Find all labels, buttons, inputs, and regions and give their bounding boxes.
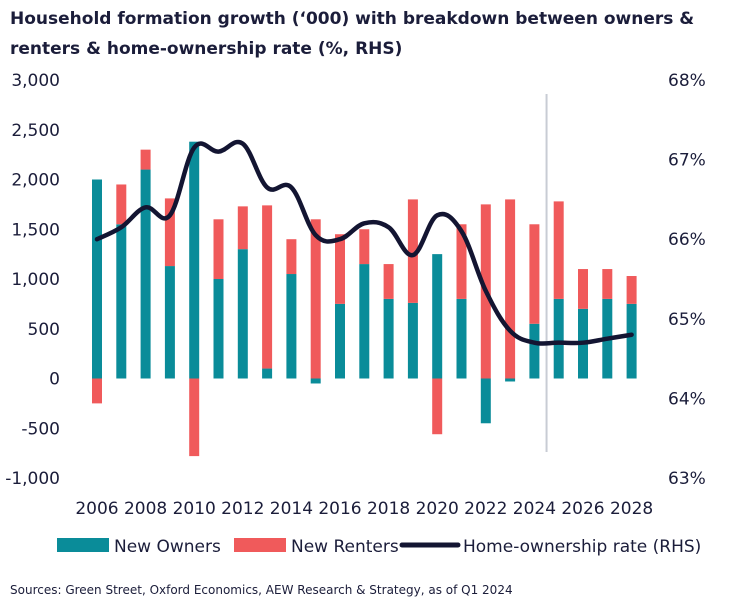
bar-owners-2021 (456, 298, 467, 379)
x-axis-tick-label: 2006 (75, 499, 118, 519)
bar-renters-2014 (286, 239, 297, 275)
bar-renters-2026 (578, 269, 588, 309)
bar-renters-2017 (359, 229, 370, 265)
legend-swatch-renters (234, 538, 286, 552)
bar-renters-2023 (505, 199, 516, 379)
x-axis-tick-label: 2020 (416, 499, 459, 519)
bar-renters-2007 (116, 184, 127, 225)
bar-renters-2027 (602, 269, 613, 299)
bar-owners-2013 (262, 368, 273, 379)
bar-owners-2024 (529, 323, 540, 379)
x-axis-tick-label: 2012 (221, 499, 264, 519)
bar-renters-2020 (432, 378, 443, 435)
left-axis-tick-label: 2,000 (11, 171, 60, 191)
left-axis-tick-label: 2,500 (11, 121, 60, 141)
x-axis-tick-label: 2018 (367, 499, 410, 519)
x-axis-tick-label: 2028 (610, 499, 653, 519)
bar-renters-2018 (383, 264, 394, 299)
legend-label-renters: New Renters (291, 537, 399, 557)
right-axis-tick-label: 63% (668, 469, 706, 489)
bar-renters-2011 (213, 219, 224, 279)
left-axis-ticks: 3,000 2,500 2,000 1,500 1,000 500 0 -500 -1,000 (5, 71, 60, 489)
bar-renters-2025 (553, 201, 564, 299)
x-axis-tick-label: 2016 (318, 499, 361, 519)
x-axis-tick-label: 2024 (513, 499, 556, 519)
bar-owners-2028 (626, 303, 637, 379)
bar-renters-2013 (262, 205, 273, 369)
bar-owners-2025 (553, 298, 564, 379)
right-axis-tick-label: 65% (668, 310, 706, 330)
bar-renters-2024 (529, 224, 540, 324)
bar-owners-2009 (164, 266, 175, 379)
bar-owners-2020 (432, 254, 443, 379)
x-axis-ticks: 2006 2008 2010 2012 2014 2016 2018 2020 2022 2024… (75, 499, 653, 519)
bar-owners-2017 (359, 264, 370, 379)
bar-renters-2016 (335, 234, 345, 304)
bar-owners-2022 (480, 378, 491, 424)
chart-title: Household formation growth (‘000) with b… (10, 9, 695, 59)
left-axis-tick-label: 3,000 (11, 71, 60, 91)
left-axis-tick-label: 1,500 (11, 220, 60, 240)
left-axis-tick-label: -1,000 (5, 469, 60, 489)
home-ownership-rate-line (94, 139, 634, 346)
bar-owners-2011 (213, 279, 224, 379)
bar-renters-2015 (310, 219, 321, 379)
bar-owners-2012 (237, 249, 248, 379)
bar-renters-2006 (92, 378, 102, 404)
bar-owners-2008 (140, 169, 151, 379)
left-axis-tick-label: 0 (49, 370, 60, 390)
bar-owners-2007 (116, 224, 127, 379)
right-axis-tick-label: 64% (668, 389, 706, 409)
bar-renters-2010 (189, 378, 200, 457)
legend-swatch-owners (57, 538, 109, 552)
x-axis-tick-label: 2014 (270, 499, 313, 519)
x-axis-tick-label: 2008 (124, 499, 167, 519)
x-axis-tick-label: 2010 (173, 499, 216, 519)
x-axis-tick-label: 2022 (464, 499, 507, 519)
right-axis-tick-label: 67% (668, 151, 706, 171)
bar-renters-2012 (237, 206, 248, 250)
right-axis-tick-label: 66% (668, 230, 706, 250)
left-axis-tick-label: -500 (21, 419, 60, 439)
right-axis-tick-label: 68% (668, 71, 706, 91)
bar-renters-2019 (407, 199, 418, 303)
legend: New Owners New Renters Home-ownership ra… (57, 537, 701, 557)
bar-renters-2028 (626, 276, 637, 304)
combo-chart: 3,0002,5002,0001,5001,0005000-500-1,000 … (5, 71, 706, 557)
bar-owners-2014 (286, 274, 297, 379)
bar-renters-2021 (456, 224, 467, 299)
bar-owners-2015 (310, 378, 321, 384)
bar-renters-2009 (164, 198, 175, 267)
bar-renters-2008 (140, 149, 151, 170)
bar-owners-2006 (92, 179, 102, 379)
source-note: Sources: Green Street, Oxford Economics,… (10, 583, 513, 597)
right-axis-ticks: 68% 67% 66% 65% 64% 63% (668, 71, 706, 489)
bar-owners-2023 (505, 378, 516, 382)
x-axis-tick-label: 2026 (561, 499, 604, 519)
left-axis-tick-label: 500 (28, 320, 60, 340)
legend-label-rate: Home-ownership rate (RHS) (463, 537, 701, 557)
rate-line-layer (94, 139, 634, 346)
left-axis-tick-label: 1,000 (11, 270, 60, 290)
bar-owners-2019 (407, 302, 418, 379)
bar-owners-2016 (335, 303, 345, 379)
legend-label-owners: New Owners (114, 537, 221, 557)
bar-owners-2010 (189, 141, 200, 379)
bars-layer (92, 141, 637, 457)
bar-owners-2018 (383, 298, 394, 379)
